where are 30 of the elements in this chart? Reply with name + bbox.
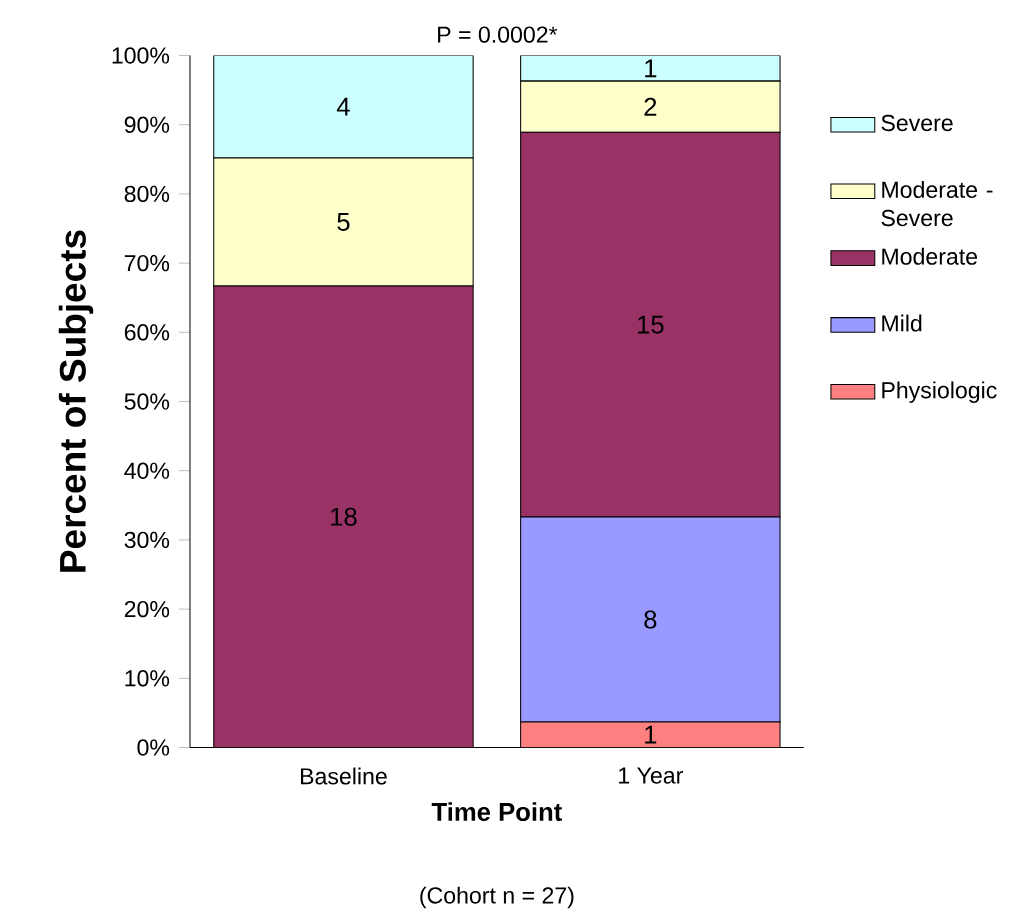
x-tick-label: Baseline xyxy=(301,767,387,785)
annotation: 18 xyxy=(331,507,357,526)
legend-label: Severe xyxy=(881,114,953,132)
legend-label: Moderate xyxy=(882,247,978,265)
annotation: 5 xyxy=(337,212,350,231)
legend-label: Mild xyxy=(882,314,922,332)
y-tick-label: 60% xyxy=(124,324,170,341)
y-tick-label: 50% xyxy=(124,393,170,410)
x-axis-title: Time Point xyxy=(431,802,562,821)
annotation: 8 xyxy=(644,610,657,629)
legend-label: Physiologic xyxy=(882,381,997,403)
y-tick-label: 0% xyxy=(137,739,170,756)
y-tick-label: 100% xyxy=(112,47,170,64)
y-tick-label: 30% xyxy=(124,531,170,549)
y-axis-title: Percent of Subjects xyxy=(58,230,94,572)
y-tick-label: 40% xyxy=(124,462,170,479)
annotation: 15 xyxy=(638,315,664,334)
x-tick-label: 1 Year xyxy=(619,767,683,784)
annotation: 1 xyxy=(645,725,657,744)
legend-label: Moderate - Severe xyxy=(881,180,993,227)
y-tick-label: 80% xyxy=(124,185,170,203)
y-tick-label: 90% xyxy=(124,116,170,133)
y-tick-label: 10% xyxy=(125,670,170,687)
annotation: 2 xyxy=(644,97,657,116)
text: P = 0.0002* xyxy=(438,26,558,43)
annotation: 4 xyxy=(336,97,350,116)
annotation: 1 xyxy=(645,59,657,78)
y-tick-label: 70% xyxy=(124,254,170,272)
y-tick-label: 20% xyxy=(124,600,170,618)
text: (Cohort n = 27) xyxy=(420,886,574,909)
